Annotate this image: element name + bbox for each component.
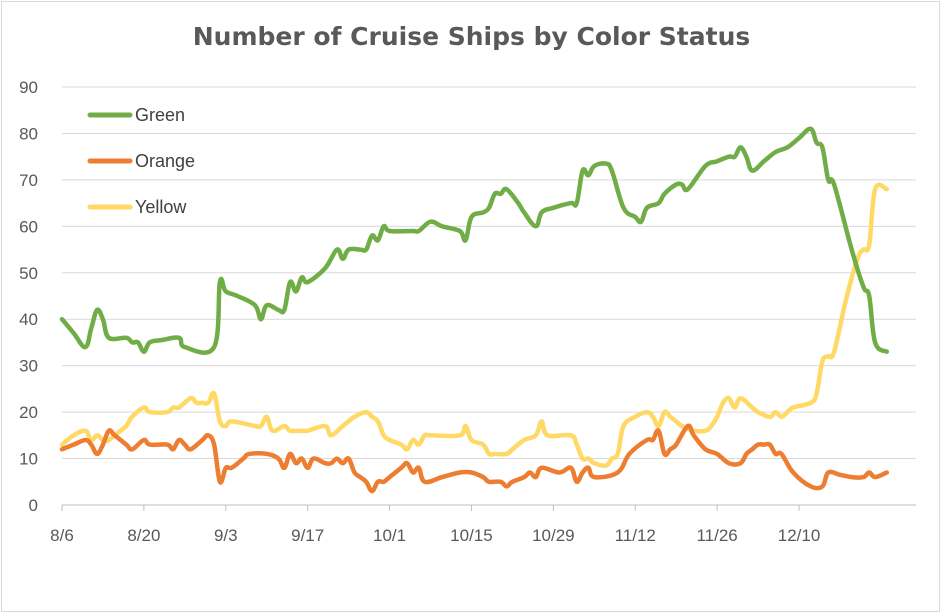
y-tick-label: 90 [19, 78, 38, 97]
series-line-green [59, 126, 890, 355]
y-tick-label: 50 [19, 264, 38, 283]
y-tick-label: 20 [19, 403, 38, 422]
series-lines [59, 126, 890, 494]
x-tick-label: 10/15 [450, 526, 493, 545]
x-tick-label: 9/3 [214, 526, 238, 545]
legend-label-yellow: Yellow [135, 197, 187, 217]
chart-title: Number of Cruise Ships by Color Status [192, 22, 751, 51]
legend: Green Orange Yellow [87, 105, 195, 217]
y-tick-label: 40 [19, 310, 38, 329]
series-line-yellow [59, 182, 890, 468]
x-tick-label: 8/20 [127, 526, 160, 545]
x-tick-label: 10/29 [532, 526, 575, 545]
legend-label-green: Green [135, 105, 185, 125]
legend-label-orange: Orange [135, 151, 195, 171]
gridlines [62, 86, 916, 506]
y-axis-ticks: 0 10 20 30 40 50 60 70 80 90 [19, 78, 38, 515]
x-tick-label: 11/26 [696, 526, 737, 545]
x-tick-label: 9/17 [291, 526, 324, 545]
y-tick-label: 30 [19, 357, 38, 376]
y-tick-label: 60 [19, 217, 38, 236]
series-line-orange [59, 423, 890, 494]
x-tick-label: 12/10 [778, 526, 821, 545]
y-tick-label: 80 [19, 124, 38, 143]
x-axis-ticks: 8/6 8/20 9/3 9/17 10/1 10/15 10/29 11/12 11/26 12… [50, 505, 820, 545]
x-tick-label: 11/12 [615, 526, 656, 545]
y-tick-label: 70 [19, 171, 38, 190]
y-tick-label: 0 [29, 496, 38, 515]
y-tick-label: 10 [19, 450, 38, 469]
x-tick-label: 8/6 [50, 526, 74, 545]
x-tick-label: 10/1 [373, 526, 406, 545]
